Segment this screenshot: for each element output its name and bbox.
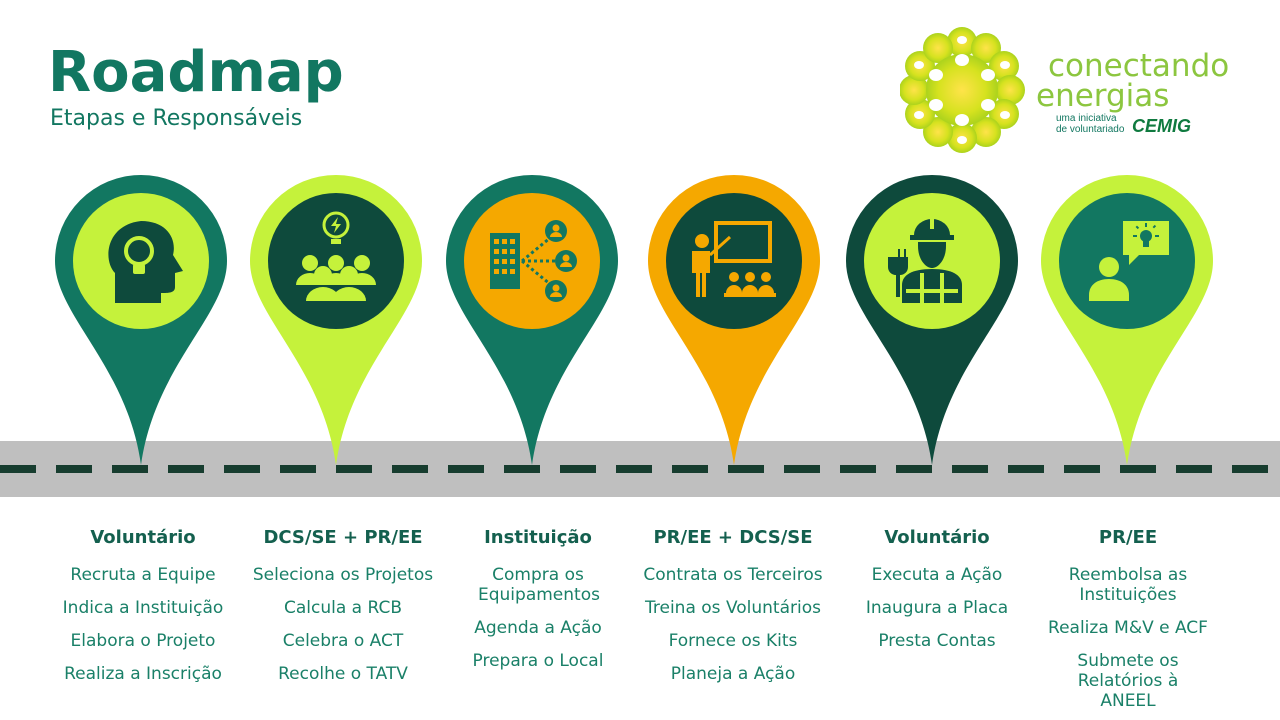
page-title: Roadmap — [48, 40, 344, 105]
stage-task: Recruta a Equipe — [70, 565, 216, 585]
stage-column-2: DCS/SE + PR/EE Seleciona os Projetos Cal… — [243, 524, 443, 684]
stage-task: Prepara o Local — [472, 651, 604, 671]
road — [0, 441, 1280, 497]
stage-pin-2 — [250, 175, 422, 465]
logo-line2: energias — [1036, 78, 1169, 114]
electrician-worker-icon — [888, 219, 962, 303]
conectando-energias-logo: conectando energias uma iniciativa de vo… — [900, 27, 1229, 153]
logo-line1: conectando — [1048, 48, 1229, 84]
stage-task: Celebra o ACT — [282, 631, 404, 651]
logo-tag2: de voluntariado — [1056, 124, 1125, 135]
stage-column-3: Instituição Compra os Equipamentos Agend… — [438, 524, 638, 671]
stage-task: Contrata os Terceiros — [643, 565, 823, 585]
stage-task: Recolhe o TATV — [278, 664, 408, 684]
stage-responsible: PR/EE — [1098, 527, 1158, 548]
stage-column-1: Voluntário Recruta a Equipe Indica a Ins… — [43, 524, 243, 684]
road-dashes — [0, 465, 1280, 473]
stage-column-6: PR/EE Reembolsa as Instituições Realiza … — [1028, 524, 1228, 711]
stage-task: Agenda a Ação — [474, 618, 602, 638]
stage-responsible: PR/EE + DCS/SE — [653, 527, 813, 548]
stage-column-5: Voluntário Executa a Ação Inaugura a Pla… — [837, 524, 1037, 651]
stage-task: Compra os Equipamentos — [478, 565, 600, 605]
stage-task: Seleciona os Projetos — [252, 565, 434, 585]
stage-task: Indica a Instituição — [62, 598, 224, 618]
person-idea-bubble-icon — [1089, 221, 1169, 301]
stage-task: Reembolsa as Instituições — [1068, 565, 1188, 605]
stage-task: Executa a Ação — [871, 565, 1003, 585]
stage-task: Planeja a Ação — [670, 664, 796, 684]
stage-task: Realiza M&V e ACF — [1048, 618, 1208, 638]
page-subtitle: Etapas e Responsáveis — [50, 106, 303, 131]
stage-task: Calcula a RCB — [284, 598, 402, 618]
stage-task: Submete os Relatórios à ANEEL — [1077, 651, 1179, 711]
stage-pin-4 — [648, 175, 820, 465]
stage-task: Presta Contas — [878, 631, 996, 651]
stage-task: Treina os Voluntários — [645, 598, 821, 618]
stage-task: Fornece os Kits — [668, 631, 798, 651]
logo-brand: CEMIG — [1132, 116, 1191, 136]
stage-pin-5 — [846, 175, 1018, 465]
stage-pin-6 — [1041, 175, 1213, 465]
stage-pin-1 — [55, 175, 227, 465]
stage-responsible: Instituição — [484, 527, 592, 548]
logo-tag1: uma iniciativa — [1056, 113, 1117, 124]
stage-responsible: Voluntário — [90, 527, 196, 548]
team-idea-icon — [296, 211, 376, 301]
stage-pin-3 — [446, 175, 618, 465]
stage-task: Inaugura a Placa — [865, 598, 1009, 618]
building-network-icon — [490, 220, 577, 302]
stage-responsible: Voluntário — [884, 527, 990, 548]
stage-task: Realiza a Inscrição — [64, 664, 222, 684]
stage-column-4: PR/EE + DCS/SE Contrata os Terceiros Tre… — [633, 524, 833, 684]
stage-task: Elabora o Projeto — [70, 631, 216, 651]
stage-responsible: DCS/SE + PR/EE — [263, 527, 423, 548]
sun-flower-icon — [900, 27, 1025, 153]
head-lightbulb-icon — [108, 221, 183, 303]
presentation-training-icon — [692, 221, 776, 297]
